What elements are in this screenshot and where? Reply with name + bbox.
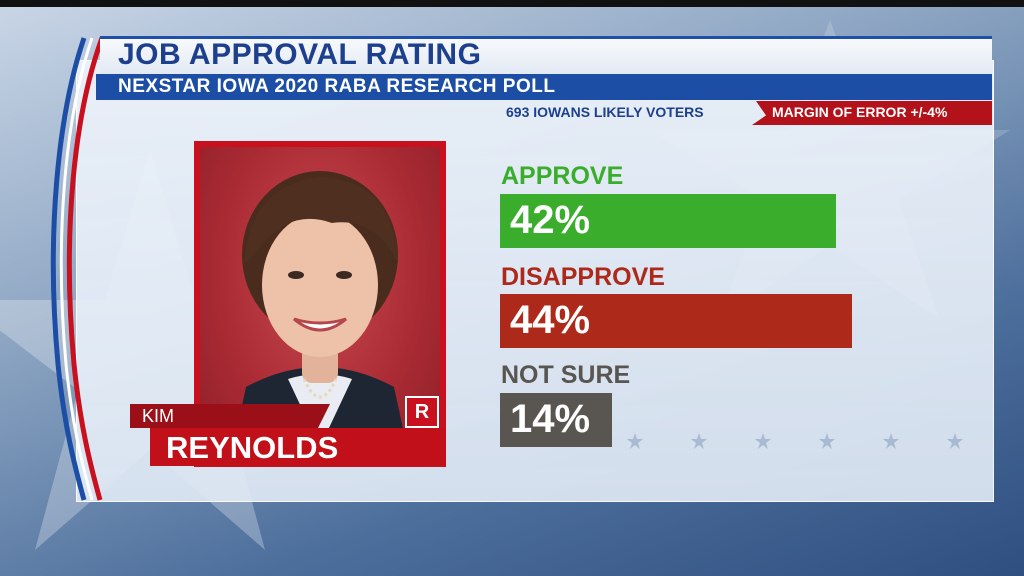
page-subtitle: NEXSTAR IOWA 2020 RABA RESEARCH POLL	[118, 76, 556, 97]
category-label-not-sure: NOT SURE	[501, 361, 631, 389]
top-letterbox-bar	[0, 0, 1024, 7]
decorative-stars-icon	[627, 433, 963, 449]
category-label-disapprove: DISAPPROVE	[501, 263, 665, 291]
margin-of-error-label: MARGIN OF ERROR +/-4%	[772, 104, 948, 120]
bar-disapprove	[500, 294, 852, 348]
party-badge: R	[405, 396, 439, 428]
category-label-approve: APPROVE	[501, 162, 624, 190]
bar-value-disapprove: 44%	[510, 298, 591, 342]
bar-approve	[500, 194, 836, 248]
page-title: JOB APPROVAL RATING	[118, 38, 482, 71]
first-name-banner	[130, 404, 330, 428]
header-subtitle-bar	[96, 74, 992, 100]
candidate-first-name: KIM	[142, 406, 175, 426]
candidate-last-name: REYNOLDS	[166, 430, 339, 465]
bar-value-not-sure: 14%	[510, 397, 591, 441]
patriotic-stripes	[50, 37, 105, 501]
header-title-bar	[100, 36, 992, 74]
bar-value-approve: 42%	[510, 198, 591, 242]
last-name-banner	[150, 428, 446, 466]
bar-not-sure	[500, 393, 612, 447]
margin-of-error-badge	[752, 101, 992, 125]
sample-size-label: 693 IOWANS LIKELY VOTERS	[506, 104, 704, 120]
